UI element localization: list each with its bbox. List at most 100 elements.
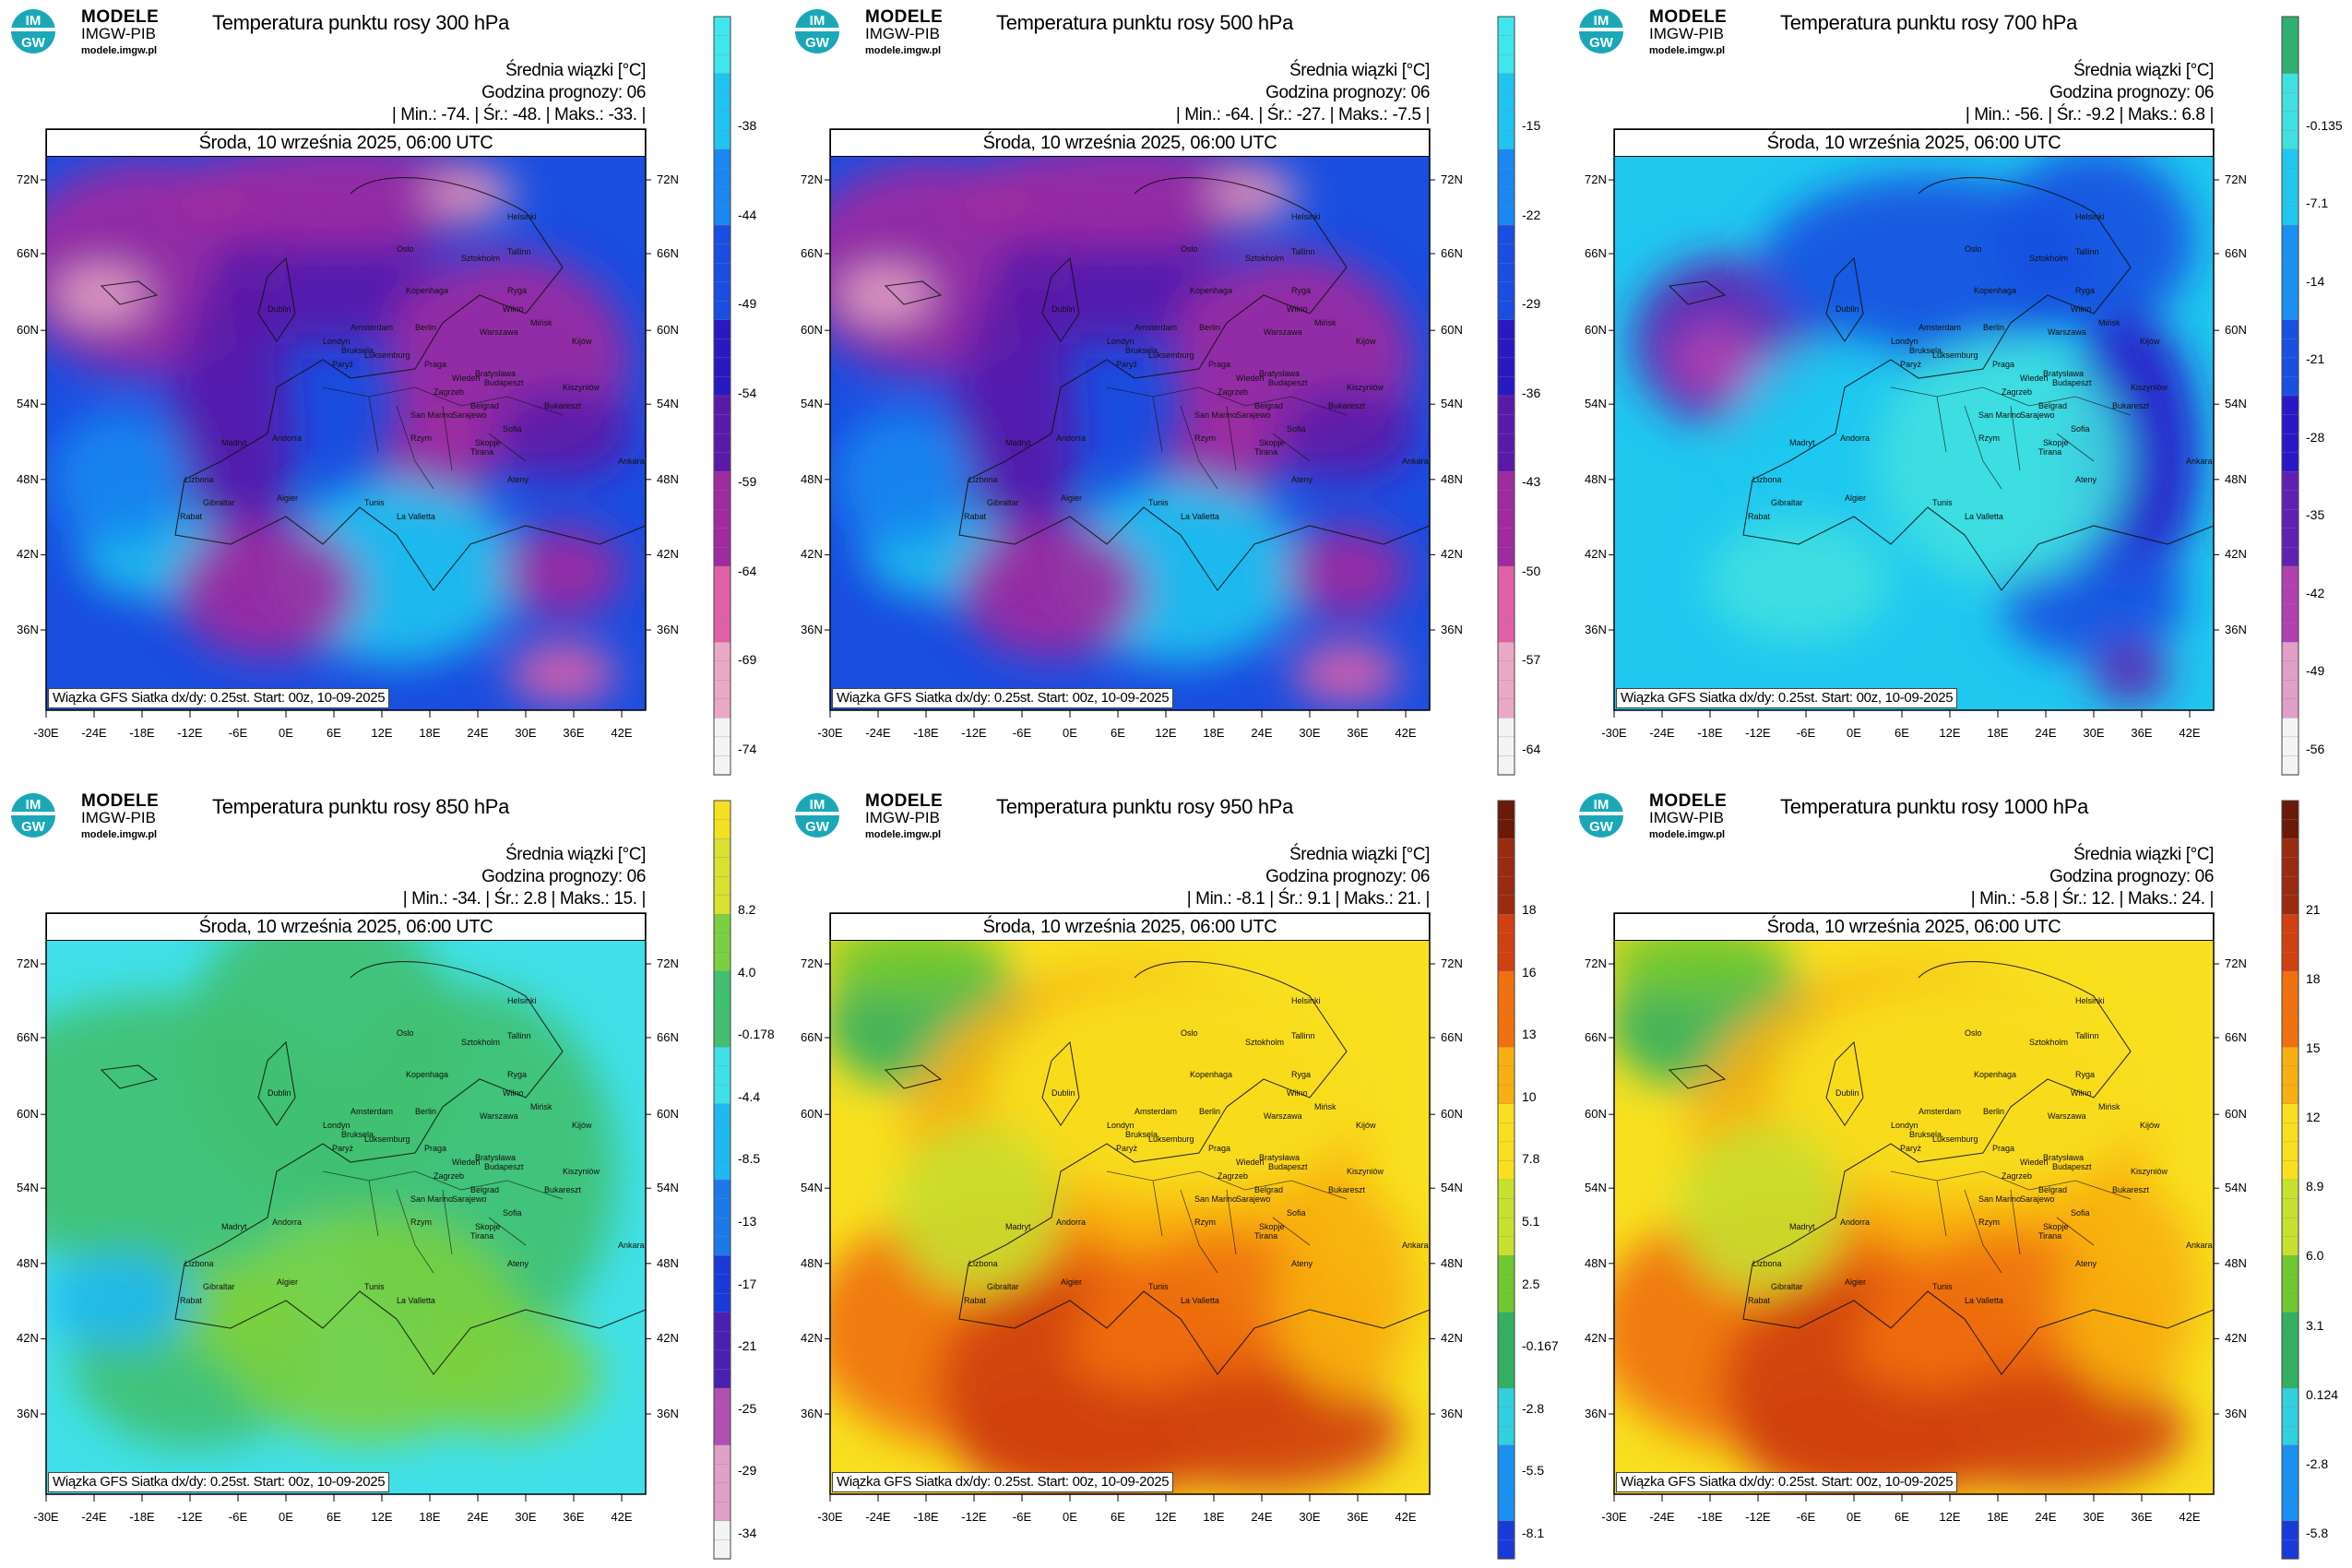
dewpoint-map: Helsinki Oslo Sztokholm Tallinn Ryga Kopenhag…	[830, 157, 1430, 710]
city-label: Budapeszt	[2052, 378, 2092, 387]
model-footer: Wiązka GFS Siatka dx/dy: 0.25st. Start: …	[832, 688, 1174, 708]
city-label: Kopenhaga	[1190, 1070, 1233, 1079]
lat-label-right: 42N	[1441, 1331, 1463, 1346]
colorbar-tick: 8.2	[738, 902, 756, 917]
city-label: Gibraltar	[203, 1282, 235, 1291]
colorbar	[2281, 800, 2299, 1560]
city-label: Warszawa	[1264, 327, 1302, 337]
city-label: Sztokholm	[1245, 254, 1285, 263]
city-label: Bruksela	[341, 1130, 374, 1139]
city-label: Madryt	[1005, 438, 1031, 447]
lat-label-left: 72N	[17, 172, 39, 186]
lat-label-right: 48N	[2225, 1255, 2247, 1270]
city-label: Tallinn	[507, 1031, 531, 1040]
city-label: Rabat	[180, 1296, 203, 1305]
colorbar-tick: 8.9	[2306, 1179, 2324, 1194]
city-label: Ankara	[618, 457, 645, 466]
lon-label: -18E	[129, 726, 155, 740]
city-label: La Valletta	[1181, 512, 1219, 521]
city-label: Amsterdam	[1134, 1107, 1178, 1116]
city-label: Sztokholm	[2029, 1038, 2069, 1047]
lat-label-left: 66N	[17, 1030, 39, 1044]
city-label: Berlin	[1199, 323, 1221, 332]
lat-label-left: 60N	[801, 1107, 823, 1122]
city-label: Londyn	[1107, 337, 1134, 346]
map-frame	[825, 800, 1515, 1560]
city-label: Amsterdam	[350, 323, 394, 332]
city-label: Sarajewo	[452, 1194, 487, 1204]
lon-label: 0E	[1063, 1510, 1077, 1524]
city-label: Bukareszt	[544, 1185, 582, 1194]
city-label: Sarajewo	[2020, 410, 2055, 420]
city-label: Rabat	[964, 512, 987, 521]
city-label: Bratysława	[2043, 369, 2085, 378]
colorbar	[1497, 800, 1515, 1560]
lat-label-left: 42N	[1585, 1331, 1607, 1346]
city-label: Praga	[1992, 1144, 2015, 1153]
logo-line2: IMGW-PIB	[1649, 25, 1724, 42]
city-label: Skopje	[1259, 1222, 1285, 1231]
city-label: Paryż	[1900, 1144, 1922, 1153]
lat-label-left: 60N	[17, 323, 39, 338]
city-label: Sztokholm	[461, 254, 501, 263]
city-label: Londyn	[323, 337, 350, 346]
lat-label-left: 36N	[1585, 623, 1607, 636]
city-label: Warszawa	[1264, 1111, 1302, 1121]
city-label: Berlin	[1983, 323, 2005, 332]
city-label: Bukareszt	[2112, 1185, 2150, 1194]
logo-line3: modele.imgw.pl	[865, 829, 942, 840]
city-label: Bratysława	[475, 369, 517, 378]
city-label: Praga	[424, 1144, 447, 1153]
colorbar-tick: 15	[2306, 1040, 2321, 1056]
city-label: Amsterdam	[1134, 323, 1178, 332]
lon-label: 24E	[467, 726, 489, 740]
city-label: Kopenhaga	[1974, 1070, 2017, 1079]
lon-label: 6E	[1111, 1510, 1125, 1524]
stats-line: | Min.: -64. | Śr.: -27. | Maks.: -7.5 |	[1175, 105, 1431, 125]
lon-label: 6E	[327, 726, 341, 740]
city-label: Wilno	[503, 304, 524, 314]
colorbar-tick: 3.1	[2306, 1317, 2324, 1333]
city-label: Wiedeń	[2020, 1158, 2049, 1167]
logo-line3: modele.imgw.pl	[81, 45, 158, 56]
valid-date-bar: Środa, 10 września 2025, 06:00 UTC	[830, 129, 1430, 157]
valid-date-bar: Środa, 10 września 2025, 06:00 UTC	[46, 913, 646, 941]
colorbar-tick: 18	[1522, 902, 1537, 917]
colorbar-tick: -22	[1522, 207, 1541, 222]
colorbar-tick: 21	[2306, 902, 2321, 917]
city-label: Kijów	[2140, 337, 2160, 346]
lat-label-left: 54N	[17, 1181, 39, 1195]
lat-label-right: 60N	[2225, 1107, 2247, 1122]
logo-mark-top: IM	[810, 797, 826, 813]
lon-label: 36E	[563, 726, 585, 740]
colorbar-tick: -17	[738, 1276, 757, 1291]
city-label: Luksemburg	[364, 1134, 410, 1144]
model-footer: Wiązka GFS Siatka dx/dy: 0.25st. Start: …	[48, 688, 390, 708]
lat-label-right: 60N	[2225, 323, 2247, 338]
forecast-hour: Godzina prognozy: 06	[1265, 867, 1430, 886]
lon-label: -6E	[1012, 1510, 1032, 1524]
map-title: Temperatura punktu rosy 950 hPa	[996, 795, 1294, 818]
city-label: Dublin	[1835, 1088, 1859, 1098]
lat-label-left: 54N	[1585, 397, 1607, 411]
lat-label-right: 36N	[657, 623, 679, 636]
city-label: San Marino	[410, 1194, 454, 1204]
lon-label: 12E	[1155, 726, 1177, 740]
lon-label: 24E	[2035, 726, 2057, 740]
colorbar-tick: -29	[1522, 296, 1541, 312]
lon-label: 12E	[371, 1510, 393, 1524]
city-label: Madryt	[221, 1222, 247, 1231]
city-label: Rzym	[410, 1218, 432, 1227]
city-label: Luksemburg	[1148, 1134, 1194, 1144]
lat-label-right: 42N	[657, 1331, 679, 1346]
city-label: Londyn	[1891, 337, 1918, 346]
lat-label-left: 48N	[1585, 1255, 1607, 1270]
city-label: Praga	[1208, 1144, 1231, 1153]
city-label: Belgrad	[2038, 1185, 2068, 1194]
city-label: Amsterdam	[350, 1107, 394, 1116]
lat-label-left: 72N	[1585, 172, 1607, 186]
lat-label-left: 66N	[801, 1030, 823, 1044]
city-label: Kiszyniów	[563, 1167, 600, 1176]
city-label: Madryt	[1789, 1222, 1815, 1231]
logo-text: MODELE IMGW-PIB modele.imgw.pl	[81, 8, 192, 59]
